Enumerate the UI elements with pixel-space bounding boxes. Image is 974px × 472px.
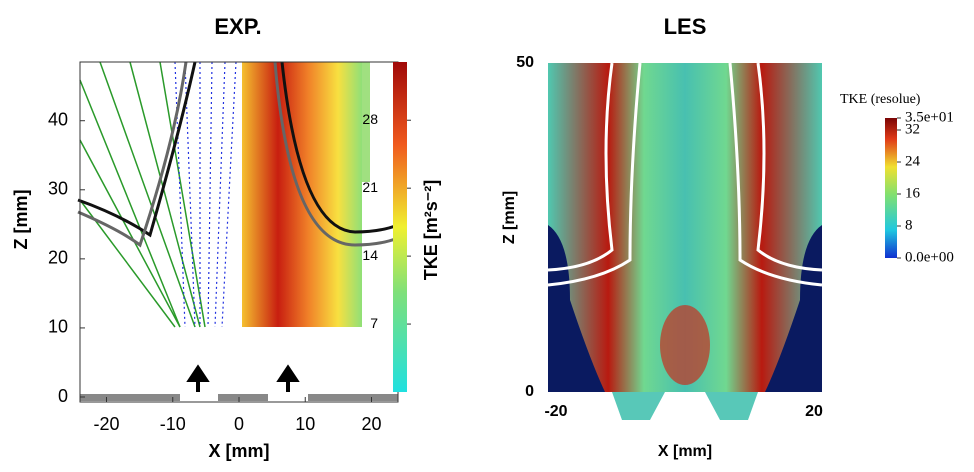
y-tick-label: 0	[525, 383, 534, 400]
x-tick-label: 10	[295, 414, 315, 434]
exp-field	[77, 61, 399, 401]
x-tick-label: 0	[234, 414, 244, 434]
chart-title: LES	[664, 14, 707, 39]
y-tick-label: 0	[58, 386, 68, 406]
x-axis-label: X [mm]	[208, 441, 269, 461]
colorbar-tick-label: 7	[370, 315, 378, 331]
chart-title: EXP.	[214, 14, 261, 39]
colorbar	[393, 62, 407, 392]
y-tick-label: 30	[48, 179, 68, 199]
colorbar-label: TKE [m²s⁻²]	[421, 180, 441, 281]
x-tick-label: -20	[93, 414, 119, 434]
y-tick-label: 10	[48, 317, 68, 337]
les-field	[547, 62, 823, 420]
colorbar-tick-label: 16	[905, 185, 921, 201]
x-tick-label: -10	[160, 414, 186, 434]
colorbar-tick-label: 24	[905, 153, 921, 169]
colorbar-tick-label: 14	[362, 247, 378, 263]
x-axis-label: X [mm]	[658, 443, 712, 460]
colorbar-tick-label: 21	[362, 179, 378, 195]
y-tick-label: 40	[48, 109, 68, 129]
colorbar-tick-label: 8	[905, 217, 913, 233]
colorbar-tick-label: 0.0e+00	[905, 249, 954, 265]
colorbar-tick-label: 3.5e+01	[905, 109, 954, 125]
y-axis-label: Z [mm]	[501, 191, 518, 244]
y-tick-label: 50	[516, 54, 534, 71]
x-tick-label: -20	[544, 403, 567, 420]
y-tick-label: 20	[48, 248, 68, 268]
colorbar	[885, 118, 897, 258]
colorbar-tick-label: 32	[905, 121, 920, 137]
x-tick-label: 20	[805, 403, 823, 420]
y-axis-label: Z [mm]	[11, 190, 31, 250]
colorbar-tick-label: 28	[362, 111, 378, 127]
x-tick-label: 20	[361, 414, 381, 434]
colorbar-label: TKE (resolue)	[840, 92, 921, 107]
